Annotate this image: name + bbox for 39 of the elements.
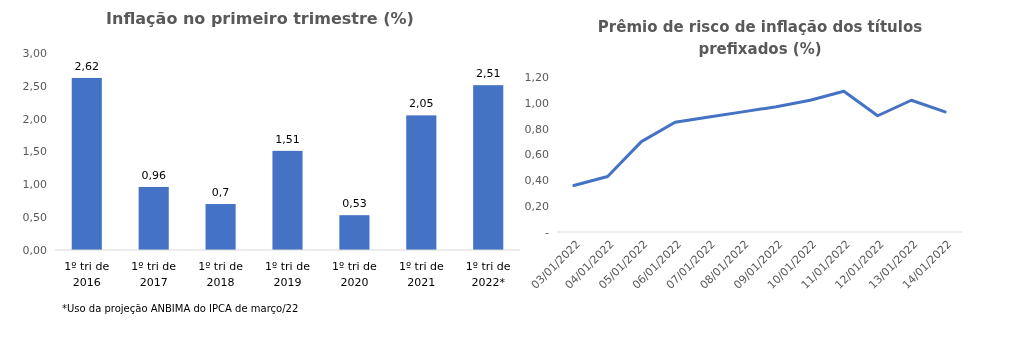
y-tick-label: 0,00 xyxy=(22,243,47,257)
x-tick-label: 1º tri de 2016 xyxy=(64,260,110,289)
data-label: 2,62 xyxy=(74,59,100,73)
x-tick-label: 1º tri de 2019 xyxy=(265,260,311,289)
line-series xyxy=(572,89,947,187)
bar xyxy=(138,186,169,250)
y-tick-label: 0,50 xyxy=(22,211,47,225)
bar xyxy=(339,215,370,250)
data-label: 0,96 xyxy=(141,168,166,182)
data-label: 2,51 xyxy=(475,67,501,81)
text: *Uso da projeção ANBIMA do IPCA de março/22 xyxy=(62,303,299,314)
chart-title: Prêmio de risco de inflação dos títulos prefixados (%) xyxy=(597,18,923,58)
bar xyxy=(71,77,102,250)
y-tick-label: 2,50 xyxy=(22,79,47,93)
y-tick-label: 0,40 xyxy=(524,174,549,188)
y-tick-label: 2,00 xyxy=(22,112,47,126)
y-tick-label: - xyxy=(545,225,550,239)
y-tick-label: 3,00 xyxy=(22,46,47,60)
bar xyxy=(406,115,437,250)
x-tick-label: 1º tri de 2021 xyxy=(398,260,444,289)
x-tick-label: 1º tri de 2020 xyxy=(331,260,378,289)
data-label: 2,05 xyxy=(409,97,434,111)
data-label: 1,51 xyxy=(275,132,300,146)
x-tick-label: 1º tri de 2018 xyxy=(198,260,244,289)
x-tick-label: 1º tri de 2022* xyxy=(465,260,511,289)
y-tick-label: 1,00 xyxy=(524,96,549,110)
bar xyxy=(473,85,504,250)
y-tick-label: 0,60 xyxy=(524,148,549,162)
bar xyxy=(205,204,236,250)
y-tick-label: 0,80 xyxy=(524,122,549,136)
chart-title: Inflação no primeiro trimestre (%) xyxy=(106,9,414,28)
y-tick-label: 1,50 xyxy=(22,145,47,159)
y-tick-label: 1,00 xyxy=(22,178,47,192)
y-tick-label: 1,20 xyxy=(524,70,549,84)
data-label: 0,53 xyxy=(342,197,367,211)
data-label: 0,7 xyxy=(211,186,230,200)
y-tick-label: 0,20 xyxy=(524,200,549,214)
bar xyxy=(272,150,303,250)
x-tick-label: 1º tri de 2017 xyxy=(131,260,177,289)
